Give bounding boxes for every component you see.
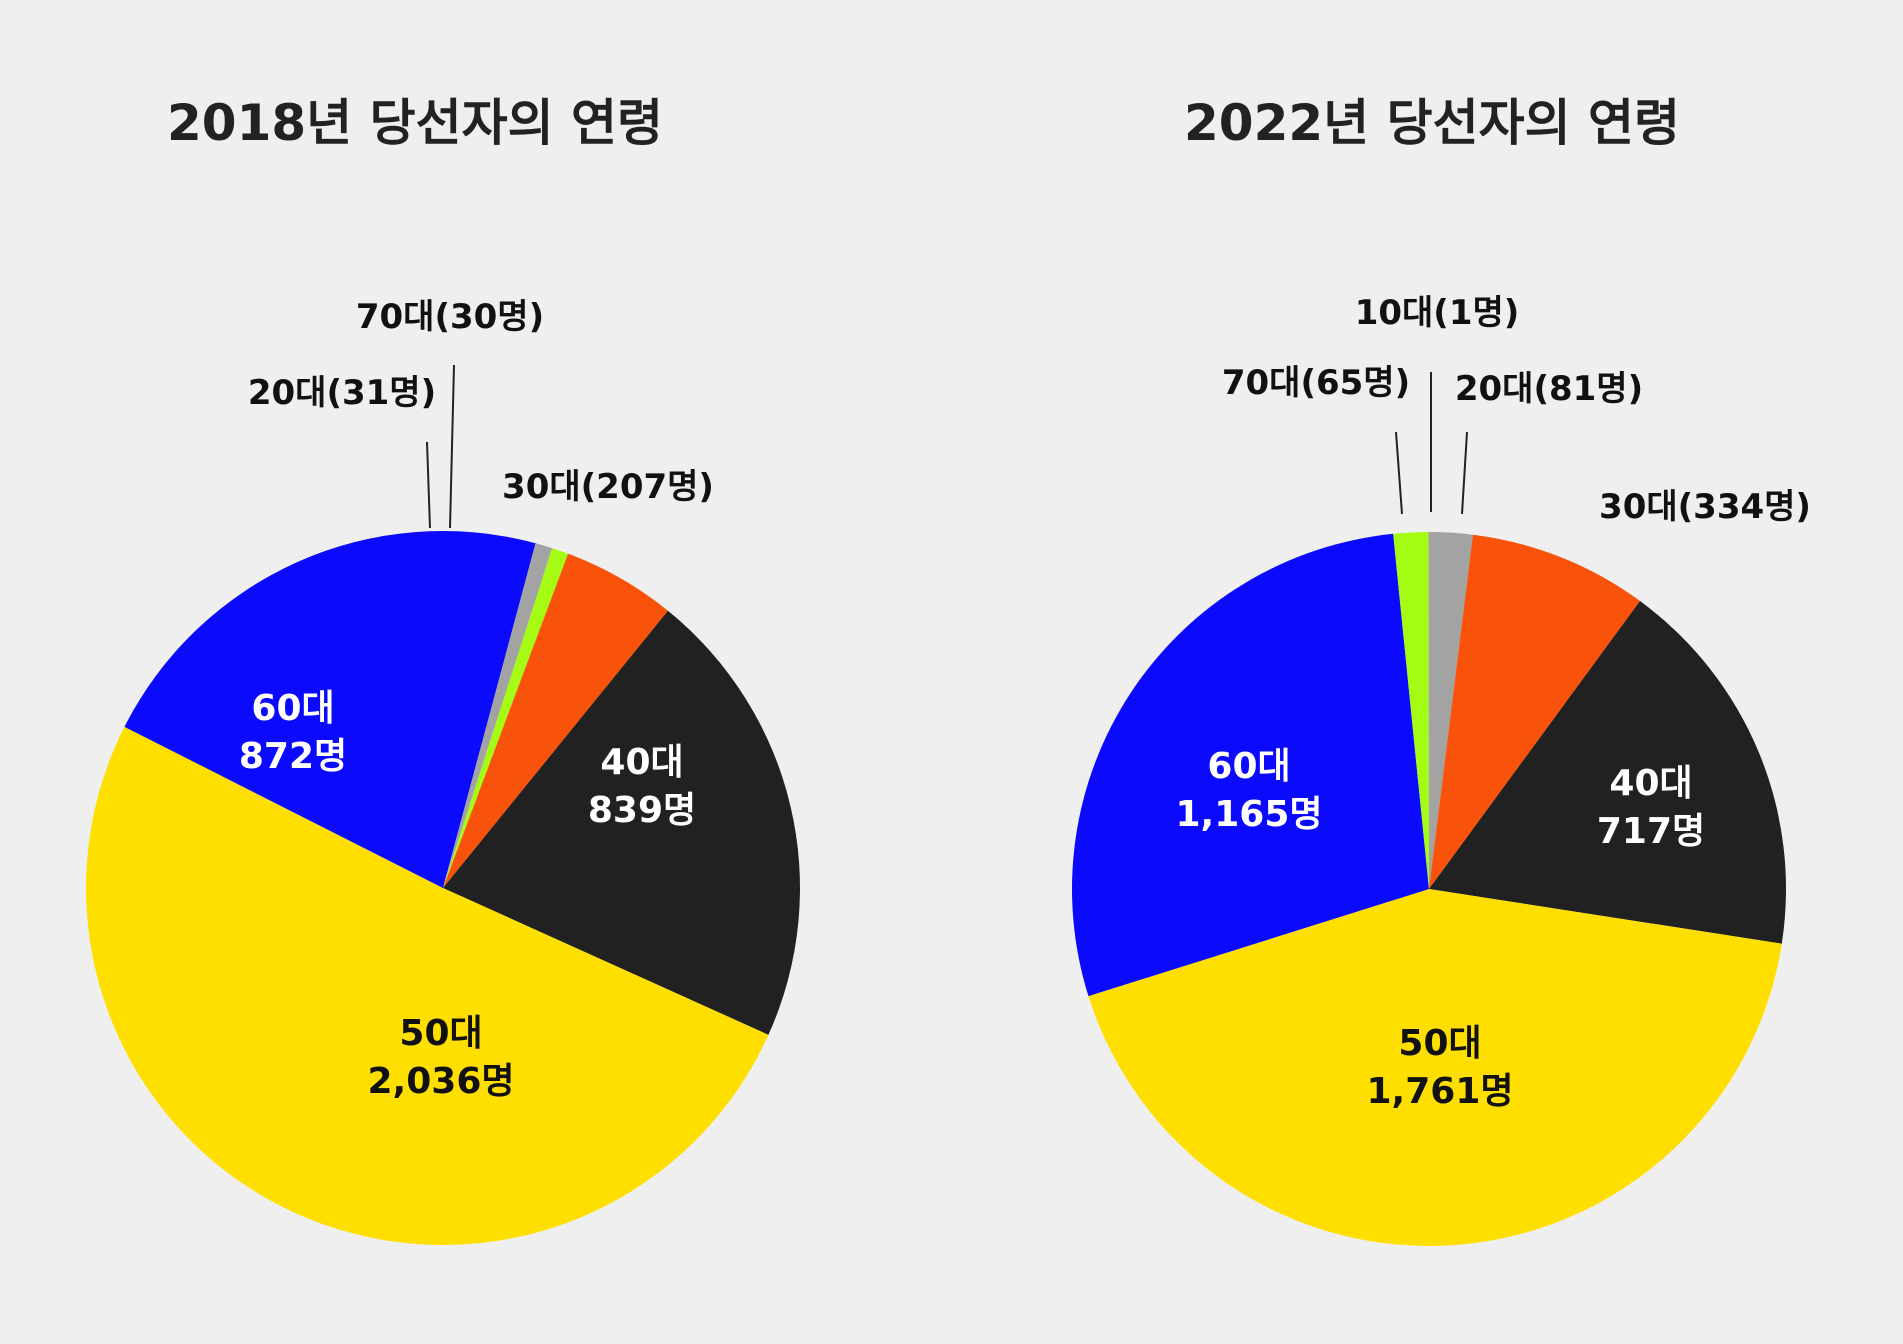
chart-1-label-50s-name: 50대: [399, 1013, 482, 1054]
chart-1-title: 2018년 당선자의 연령: [167, 94, 663, 152]
chart-1-slice-50s: [85, 726, 769, 1246]
chart-2-label-50s-name: 50대: [1398, 1023, 1481, 1064]
chart-2-slice-40s: [1429, 601, 1786, 944]
chart-2-label-40s-name: 40대: [1609, 763, 1692, 804]
chart-2-leader-line-20s: [1461, 431, 1468, 515]
chart-2-slice-30s: [1429, 534, 1640, 889]
chart-1-leader-line-70s: [449, 364, 455, 529]
chart-2-label-20s: 20대(81명): [1455, 369, 1643, 409]
chart-2-title: 2022년 당선자의 연령: [1184, 94, 1680, 152]
chart-2-label-40s-value: 717명: [1597, 811, 1705, 852]
chart-1-label-60s-name: 60대: [251, 688, 334, 729]
chart-2-label-10s: 10대(1명): [1355, 293, 1520, 333]
chart-2-slice-10s: [1428, 531, 1429, 889]
chart-2-slice-20s: [1429, 532, 1473, 889]
chart-1-slice-70s: [443, 548, 569, 888]
chart-2-slice-50s: [1088, 889, 1782, 1246]
chart-1-label-20s: 20대(31명): [248, 373, 436, 413]
chart-2-label-70s: 70대(65명): [1222, 363, 1410, 403]
chart-1-slice-20s: [443, 543, 553, 888]
chart-1-slice-60s: [124, 530, 536, 888]
chart-2-slice-70s: [1393, 532, 1429, 889]
chart-1-label-50s-value: 2,036명: [368, 1061, 515, 1102]
chart-1-leader-line-20s: [426, 441, 431, 529]
chart-2-label-30s: 30대(334명): [1599, 487, 1811, 527]
chart-1-label-40s-name: 40대: [600, 742, 683, 783]
chart-1-slice-30s: [443, 553, 668, 888]
chart-1-label-30s: 30대(207명): [502, 467, 714, 507]
chart-1-label-40s-value: 839명: [588, 790, 696, 831]
chart-2-label-50s-value: 1,761명: [1367, 1071, 1514, 1112]
chart-2-label-60s-name: 60대: [1207, 746, 1290, 787]
chart-2-slice-60s: [1072, 533, 1429, 997]
chart-1-label-60s-value: 872명: [239, 736, 347, 777]
chart-2-leader-line-70s: [1395, 431, 1403, 515]
chart-1-slice-40s: [443, 610, 800, 1035]
chart-1-label-70s: 70대(30명): [356, 297, 544, 337]
chart-2-label-60s-value: 1,165명: [1176, 794, 1323, 835]
